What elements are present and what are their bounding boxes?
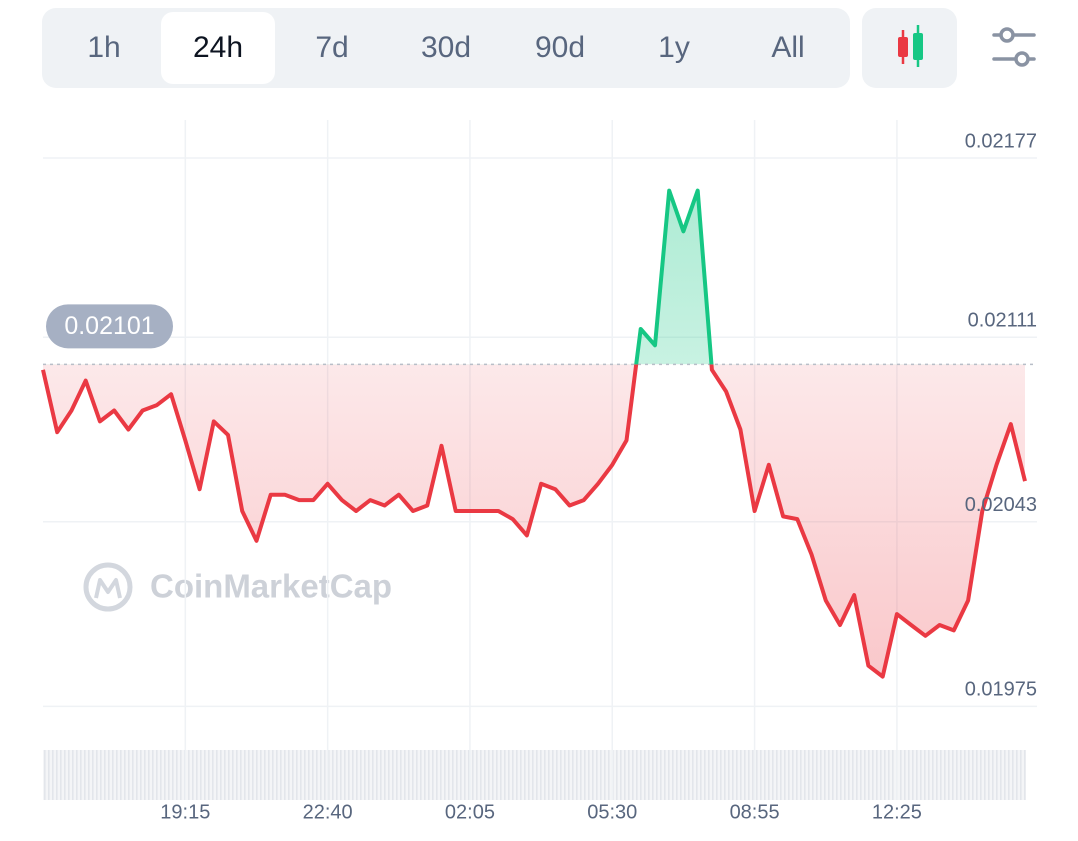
volume-strip	[43, 750, 1026, 800]
candle-toggle[interactable]	[862, 8, 957, 88]
reference-label: 0.02101	[64, 312, 154, 340]
reference-badge	[46, 304, 173, 349]
tabs: 1h 24h 7d 30d 90d 1y All	[87, 12, 805, 84]
labels: 0.01975 0.02043 0.02111 0.02177 19:15 22:40 02…	[46, 130, 1037, 823]
candle-icon	[898, 25, 923, 67]
tab[interactable]: All	[771, 31, 804, 64]
y-tick-label: 0.02177	[965, 130, 1037, 152]
tab[interactable]: 24h	[193, 31, 243, 64]
price-line	[41, 364, 1027, 679]
settings-icon[interactable]	[992, 27, 1036, 67]
watermark: CoinMarketCap	[83, 562, 392, 612]
y-tick-label: 0.02111	[968, 309, 1037, 331]
y-tick-label: 0.01975	[965, 679, 1037, 701]
tab[interactable]: 30d	[421, 31, 471, 64]
tab[interactable]: 1y	[658, 31, 690, 64]
x-tick-label: 02:05	[445, 801, 495, 823]
x-tick-label: 05:30	[587, 801, 637, 823]
x-tick-label: 12:25	[872, 801, 922, 823]
tab-active-bg	[161, 12, 275, 84]
x-tick-label: 19:15	[160, 801, 210, 823]
watermark-text: CoinMarketCap	[150, 568, 392, 605]
area-down	[43, 364, 1025, 677]
tab[interactable]: 7d	[315, 31, 348, 64]
tab[interactable]: 1h	[87, 31, 120, 64]
tab[interactable]: 90d	[535, 31, 585, 64]
y-tick-label: 0.02043	[965, 494, 1037, 516]
x-tick-label: 08:55	[730, 801, 780, 823]
plot	[41, 188, 1037, 679]
x-tick-label: 22:40	[303, 801, 353, 823]
